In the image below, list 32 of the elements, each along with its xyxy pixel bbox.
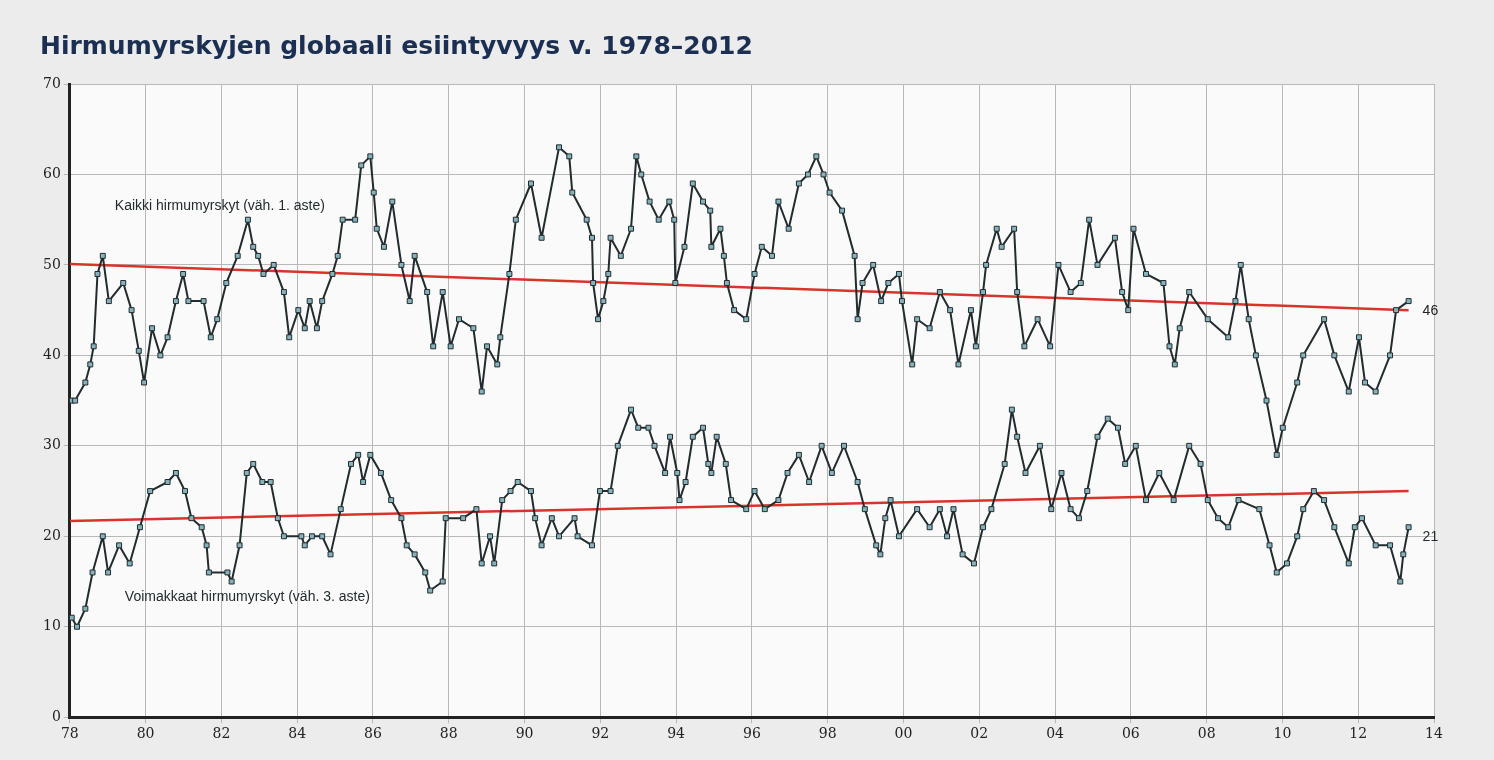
- x-tick-label: 88: [439, 725, 458, 742]
- x-tick-label: 06: [1121, 725, 1140, 742]
- data-label: 21: [1422, 528, 1439, 545]
- x-tick-label: 02: [970, 725, 989, 742]
- y-tick-label: 30: [42, 436, 61, 453]
- y-tick-label: 70: [42, 74, 61, 91]
- x-tick-label: 96: [742, 725, 761, 742]
- series-label: Voimakkaat hirmumyrskyt (väh. 3. aste): [124, 588, 370, 605]
- y-tick-label: 20: [42, 526, 61, 543]
- x-tick-label: 98: [818, 725, 837, 742]
- y-tick-label: 60: [42, 165, 61, 182]
- x-tick-label: 04: [1046, 725, 1065, 742]
- x-tick-label: 94: [667, 725, 686, 742]
- x-tick-label: 84: [288, 725, 307, 742]
- series-label: Kaikki hirmumyrskyt (väh. 1. aste): [114, 196, 325, 213]
- data-label: 46: [1422, 301, 1439, 318]
- x-tick-label: 78: [60, 725, 79, 742]
- y-tick-label: 10: [42, 617, 61, 634]
- x-tick-label: 12: [1349, 725, 1368, 742]
- y-tick-label: 0: [51, 707, 61, 724]
- chart-title: Hirmumyrskyjen globaali esiintyvyys v. 1978–2012: [40, 30, 753, 60]
- x-tick-label: 90: [515, 725, 534, 742]
- x-tick-label: 82: [212, 725, 231, 742]
- x-tick-label: 10: [1273, 725, 1292, 742]
- x-tick-label: 00: [894, 725, 913, 742]
- x-tick-label: 08: [1197, 725, 1216, 742]
- y-tick-label: 40: [42, 346, 61, 363]
- x-tick-label: 92: [591, 725, 610, 742]
- x-tick-label: 14: [1425, 725, 1443, 742]
- y-tick-label: 50: [42, 255, 61, 272]
- x-tick-label: 80: [136, 725, 155, 742]
- x-tick-label: 86: [364, 725, 382, 742]
